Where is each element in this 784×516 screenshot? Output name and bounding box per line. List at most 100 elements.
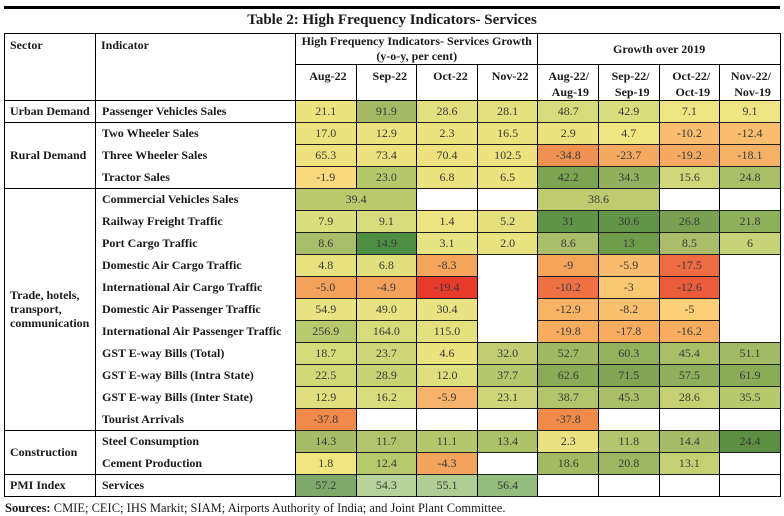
value-cell: 23.1 [476,386,539,410]
table-row: International Air Passenger Traffic 256.9… [5,320,781,344]
value-cell: 12.0 [416,364,478,388]
empty-cell [476,320,539,343]
value-cell: -8.2 [598,298,660,322]
table-row: Urban Demand Passenger Vehicles Sales 21.1… [4,100,781,124]
sources-label: Sources: [5,501,51,516]
value-cell: 16.5 [476,122,539,146]
value-cell: 8.6 [295,232,357,256]
indicator-cell: International Air Cargo Traffic [95,276,296,299]
value-cell: 24.4 [719,430,781,454]
empty-cell [476,408,539,431]
column-header-oct22-oct19: Oct-22/Oct-19 [658,63,721,102]
value-cell: -3 [598,276,660,300]
value-cell: 60.3 [598,342,660,366]
value-cell: 4.8 [295,254,357,278]
column-header-oct22: Oct-22 [416,63,478,102]
indicators-table: Sector Indicator High Frequency Indicato… [4,32,781,498]
value-cell: 55.1 [416,474,478,498]
table-row: Tourist Arrivals -37.8 -37.8 [5,408,781,432]
empty-cell [355,408,418,431]
value-cell: 56.4 [476,474,539,498]
indicator-cell: Three Wheeler Sales [95,144,296,167]
table-header: Sector Indicator High Frequency Indicato… [4,32,781,102]
empty-cell [476,298,539,321]
value-cell: 22.5 [295,364,357,388]
value-cell: 256.9 [295,320,357,344]
value-cell: 38.6 [537,188,660,212]
empty-cell [416,408,478,431]
empty-cell [476,276,539,299]
indicator-column-header: Indicator [95,32,296,102]
growth-yoy-group-title: High Frequency Indicators- Services Grow… [301,34,532,48]
indicator-cell: GST E-way Bills (Inter State) [95,386,296,409]
value-cell: 11.7 [355,430,418,454]
table-row: PMI Index Services 57.2 54.3 55.1 56.4 [4,474,781,498]
value-cell: 21.1 [295,100,357,124]
value-cell: 5.2 [476,210,539,234]
value-cell: 71.5 [598,364,660,388]
empty-cell [719,452,781,475]
value-cell: 2.3 [537,430,599,454]
value-cell: 11.8 [598,430,660,454]
growth-over-2019-group-header: Growth over 2019 [537,33,781,65]
value-cell: -1.9 [295,166,357,190]
value-cell: -16.2 [658,320,721,344]
value-cell: 91.9 [355,100,418,124]
indicator-cell: Cement Production [95,452,296,475]
value-cell: -8.3 [416,254,478,278]
table-row: Cement Production 1.8 12.4 -4.3 18.6 20.8 13.1 [5,452,781,476]
sector-cell: Rural Demand [4,122,96,189]
value-cell: 14.9 [355,232,418,256]
value-cell: 12.9 [355,122,418,146]
value-cell: 4.6 [416,342,478,366]
value-cell: -12.4 [719,122,781,146]
value-cell: 38.7 [537,386,599,410]
value-cell: -5.0 [295,276,357,300]
empty-cell [476,452,539,475]
sector-group: PMI Index Services 57.2 54.3 55.1 56.4 [4,474,781,498]
empty-cell [658,408,721,431]
value-cell: 65.3 [295,144,357,168]
empty-cell [476,254,539,277]
empty-cell [537,474,599,497]
sector-cell: Trade, hotels, transport, communication [4,188,96,431]
sector-group: Urban Demand Passenger Vehicles Sales 21.1… [4,100,781,124]
value-cell: 102.5 [476,144,539,168]
indicator-cell: Tractor Sales [95,166,296,189]
empty-cell [719,298,781,321]
value-cell: 6.8 [416,166,478,190]
value-cell: 45.4 [658,342,721,366]
growth-yoy-group-subtitle: (y-o-y, per cent) [376,49,458,63]
value-cell: -4.9 [355,276,418,300]
value-cell: 37.7 [476,364,539,388]
value-cell: -23.7 [598,144,660,168]
value-cell: -4.3 [416,452,478,476]
indicator-cell: Domestic Air Cargo Traffic [95,254,296,277]
empty-cell [416,188,478,211]
empty-cell [719,276,781,299]
value-cell: 6 [719,232,781,256]
empty-cell [719,188,781,211]
value-cell: -18.1 [719,144,781,168]
value-cell: 61.9 [719,364,781,388]
value-cell: -10.2 [658,122,721,146]
empty-cell [658,188,721,211]
value-cell: -10.2 [537,276,599,300]
value-cell: 1.8 [295,452,357,476]
sector-column-header: Sector [4,32,96,102]
value-cell: 6.8 [355,254,418,278]
value-cell: 115.0 [416,320,478,344]
value-cell: 4.7 [598,122,660,146]
value-cell: 54.9 [295,298,357,322]
indicator-cell: GST E-way Bills (Total) [95,342,296,365]
value-cell: 21.8 [719,210,781,234]
table-row: Construction Steel Consumption 14.3 11.7 11.… [4,430,781,475]
value-cell: 28.6 [416,100,478,124]
indicator-cell: Two Wheeler Sales [95,122,296,145]
empty-cell [658,474,721,497]
value-cell: 42.2 [537,166,599,190]
value-cell: 30.6 [598,210,660,234]
value-cell: -19.8 [537,320,599,344]
value-cell: 17.0 [295,122,357,146]
value-cell: 3.1 [416,232,478,256]
